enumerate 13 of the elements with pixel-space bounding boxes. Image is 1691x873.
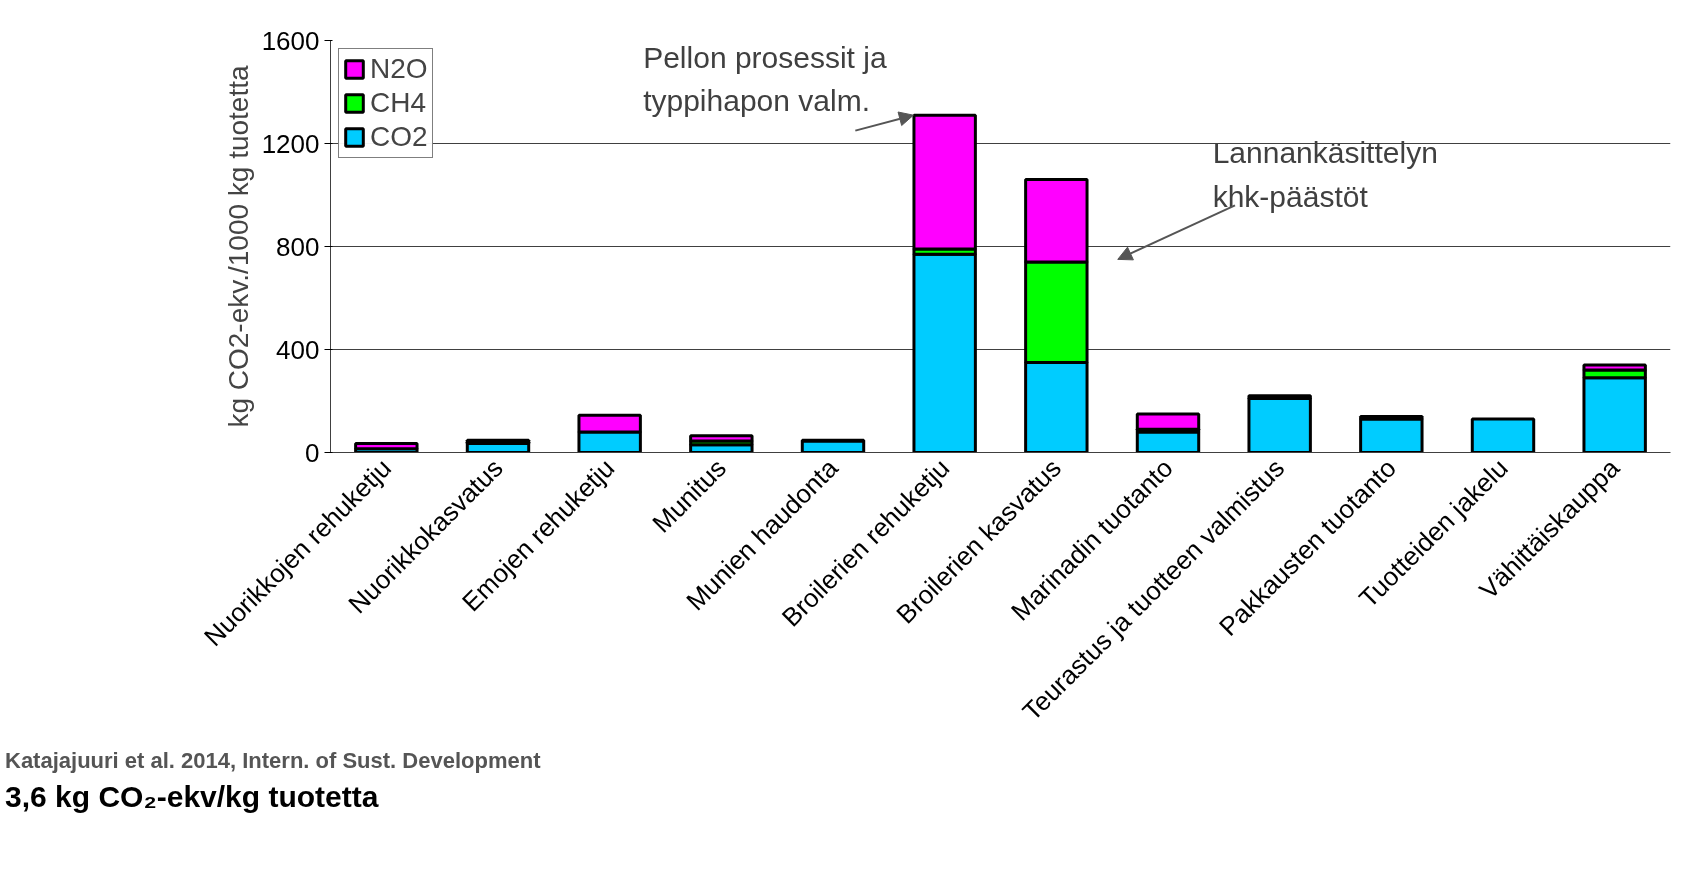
legend-label: CO2 [370,121,428,153]
y-tick-label: 1600 [261,25,320,56]
legend-label: CH4 [370,87,427,119]
legend-label: N2O [370,53,428,85]
annotation: Lannankäsittelyn khk-päästöt [1212,135,1438,213]
y-tick-label: 1200 [261,128,320,159]
text: 3,6 kg CO₂-ekv/kg tuotetta [5,779,379,816]
annotation: Pellon prosessit ja typpihapon valm. [643,40,887,118]
y-tick-label: 800 [276,231,320,262]
y-tick-label: 400 [276,334,320,365]
text: Katajajuuri et al. 2014, Intern. of Sust. Development [5,747,542,775]
y-axis-title: kg CO2-ekv./1000 kg tuotetta [222,65,254,428]
y-tick-label: 0 [305,437,320,468]
